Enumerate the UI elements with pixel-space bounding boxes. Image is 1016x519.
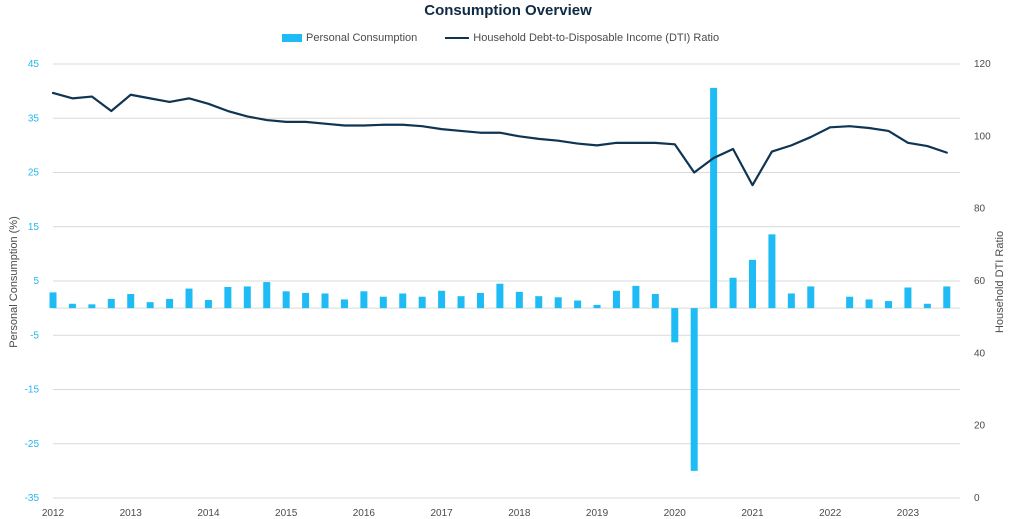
bar-personal-consumption: [943, 286, 951, 309]
legend-item-personal-consumption: Personal Consumption: [282, 32, 417, 44]
y-axis-title-right: Household DTI Ratio: [994, 231, 1006, 333]
y-tick-left-label: -15: [25, 385, 40, 396]
x-tick-label: 2015: [275, 508, 298, 519]
bar-personal-consumption: [263, 282, 271, 309]
legend: Personal Consumption Household Debt-to-D…: [282, 32, 719, 44]
legend-item-household-dti-ratio: Household Debt-to-Disposable Income (DTI…: [445, 32, 719, 44]
y-tick-left-label: 45: [28, 59, 40, 70]
grid-layer: [53, 63, 960, 499]
x-tick-label: 2012: [42, 508, 65, 519]
bar-personal-consumption: [612, 290, 620, 309]
x-tick-label: 2021: [741, 508, 764, 519]
legend-swatch-personal-consumption: [282, 34, 302, 42]
bar-personal-consumption: [651, 294, 659, 309]
bar-personal-consumption: [68, 303, 76, 309]
bar-personal-consumption: [340, 299, 348, 309]
legend-swatch-household-dti-ratio: [445, 37, 470, 39]
bar-personal-consumption: [476, 292, 484, 309]
bar-personal-consumption: [865, 299, 873, 309]
bar-personal-consumption: [923, 303, 931, 309]
y-tick-right-label: 60: [974, 276, 986, 287]
bar-personal-consumption: [593, 304, 601, 309]
bar-personal-consumption: [884, 301, 892, 309]
line-series-household-dti-ratio: [51, 91, 948, 187]
bar-personal-consumption: [166, 298, 174, 309]
bar-personal-consumption: [107, 298, 115, 309]
bar-personal-consumption: [224, 286, 232, 309]
y-tick-right-label: 20: [974, 421, 986, 432]
x-tick-label: 2017: [430, 508, 453, 519]
bar-personal-consumption: [632, 285, 640, 309]
y-axis-title-left: Personal Consumption (%): [8, 216, 20, 347]
axis-layer: 45 35 25 15 5 -5 -15 -25 -35 120 100 80 60 40 20 0 2012 2…: [25, 59, 992, 519]
bar-personal-consumption: [535, 296, 543, 309]
y-tick-right-label: 80: [974, 204, 986, 215]
bar-personal-consumption: [690, 308, 698, 471]
bar-personal-consumption: [185, 288, 193, 309]
bar-personal-consumption: [768, 234, 776, 309]
x-tick-label: 2019: [586, 508, 609, 519]
bar-personal-consumption: [748, 259, 756, 309]
x-tick-label: 2023: [897, 508, 920, 519]
y-tick-right-label: 120: [974, 59, 991, 70]
bar-personal-consumption: [515, 291, 523, 309]
bar-personal-consumption: [321, 293, 329, 309]
x-tick-label: 2020: [664, 508, 687, 519]
bar-personal-consumption: [418, 296, 426, 309]
bar-personal-consumption: [360, 291, 368, 309]
bar-personal-consumption: [438, 290, 446, 309]
y-tick-right-label: 0: [974, 493, 980, 504]
bar-personal-consumption: [399, 293, 407, 309]
y-tick-left-label: -25: [25, 439, 40, 450]
bar-personal-consumption: [729, 277, 737, 309]
y-tick-left-label: -5: [30, 330, 39, 341]
x-tick-label: 2014: [197, 508, 220, 519]
bar-series-personal-consumption: [49, 87, 951, 471]
chart-title: Consumption Overview: [424, 2, 592, 19]
bar-personal-consumption: [710, 87, 718, 309]
bar-personal-consumption: [243, 286, 251, 309]
y-tick-left-label: 35: [28, 113, 40, 124]
y-tick-left-label: -35: [25, 493, 40, 504]
bar-personal-consumption: [846, 296, 854, 309]
y-tick-right-label: 40: [974, 348, 986, 359]
bar-personal-consumption: [496, 283, 504, 309]
bar-personal-consumption: [904, 287, 912, 309]
bar-personal-consumption: [49, 292, 57, 309]
bar-personal-consumption: [88, 304, 96, 309]
bar-personal-consumption: [204, 299, 212, 309]
bar-personal-consumption: [282, 291, 290, 309]
bar-personal-consumption: [302, 292, 310, 309]
line-household-dti-ratio: [51, 91, 948, 187]
legend-label-personal-consumption: Personal Consumption: [306, 32, 418, 44]
bar-personal-consumption: [379, 296, 387, 309]
x-tick-label: 2016: [353, 508, 376, 519]
bar-personal-consumption: [457, 296, 465, 309]
bar-personal-consumption: [127, 294, 135, 309]
legend-label-household-dti-ratio: Household Debt-to-Disposable Income (DTI…: [473, 32, 720, 44]
bar-personal-consumption: [807, 286, 815, 309]
bar-personal-consumption: [671, 308, 679, 343]
x-tick-label: 2013: [120, 508, 143, 519]
bar-personal-consumption: [787, 293, 795, 309]
bar-personal-consumption: [554, 297, 562, 309]
y-tick-right-label: 100: [974, 131, 991, 142]
x-tick-label: 2022: [819, 508, 842, 519]
y-tick-left-label: 5: [33, 276, 39, 287]
y-tick-left-label: 25: [28, 168, 40, 179]
bar-personal-consumption: [146, 302, 154, 309]
y-tick-left-label: 15: [28, 222, 40, 233]
x-tick-label: 2018: [508, 508, 531, 519]
bar-personal-consumption: [574, 300, 582, 309]
